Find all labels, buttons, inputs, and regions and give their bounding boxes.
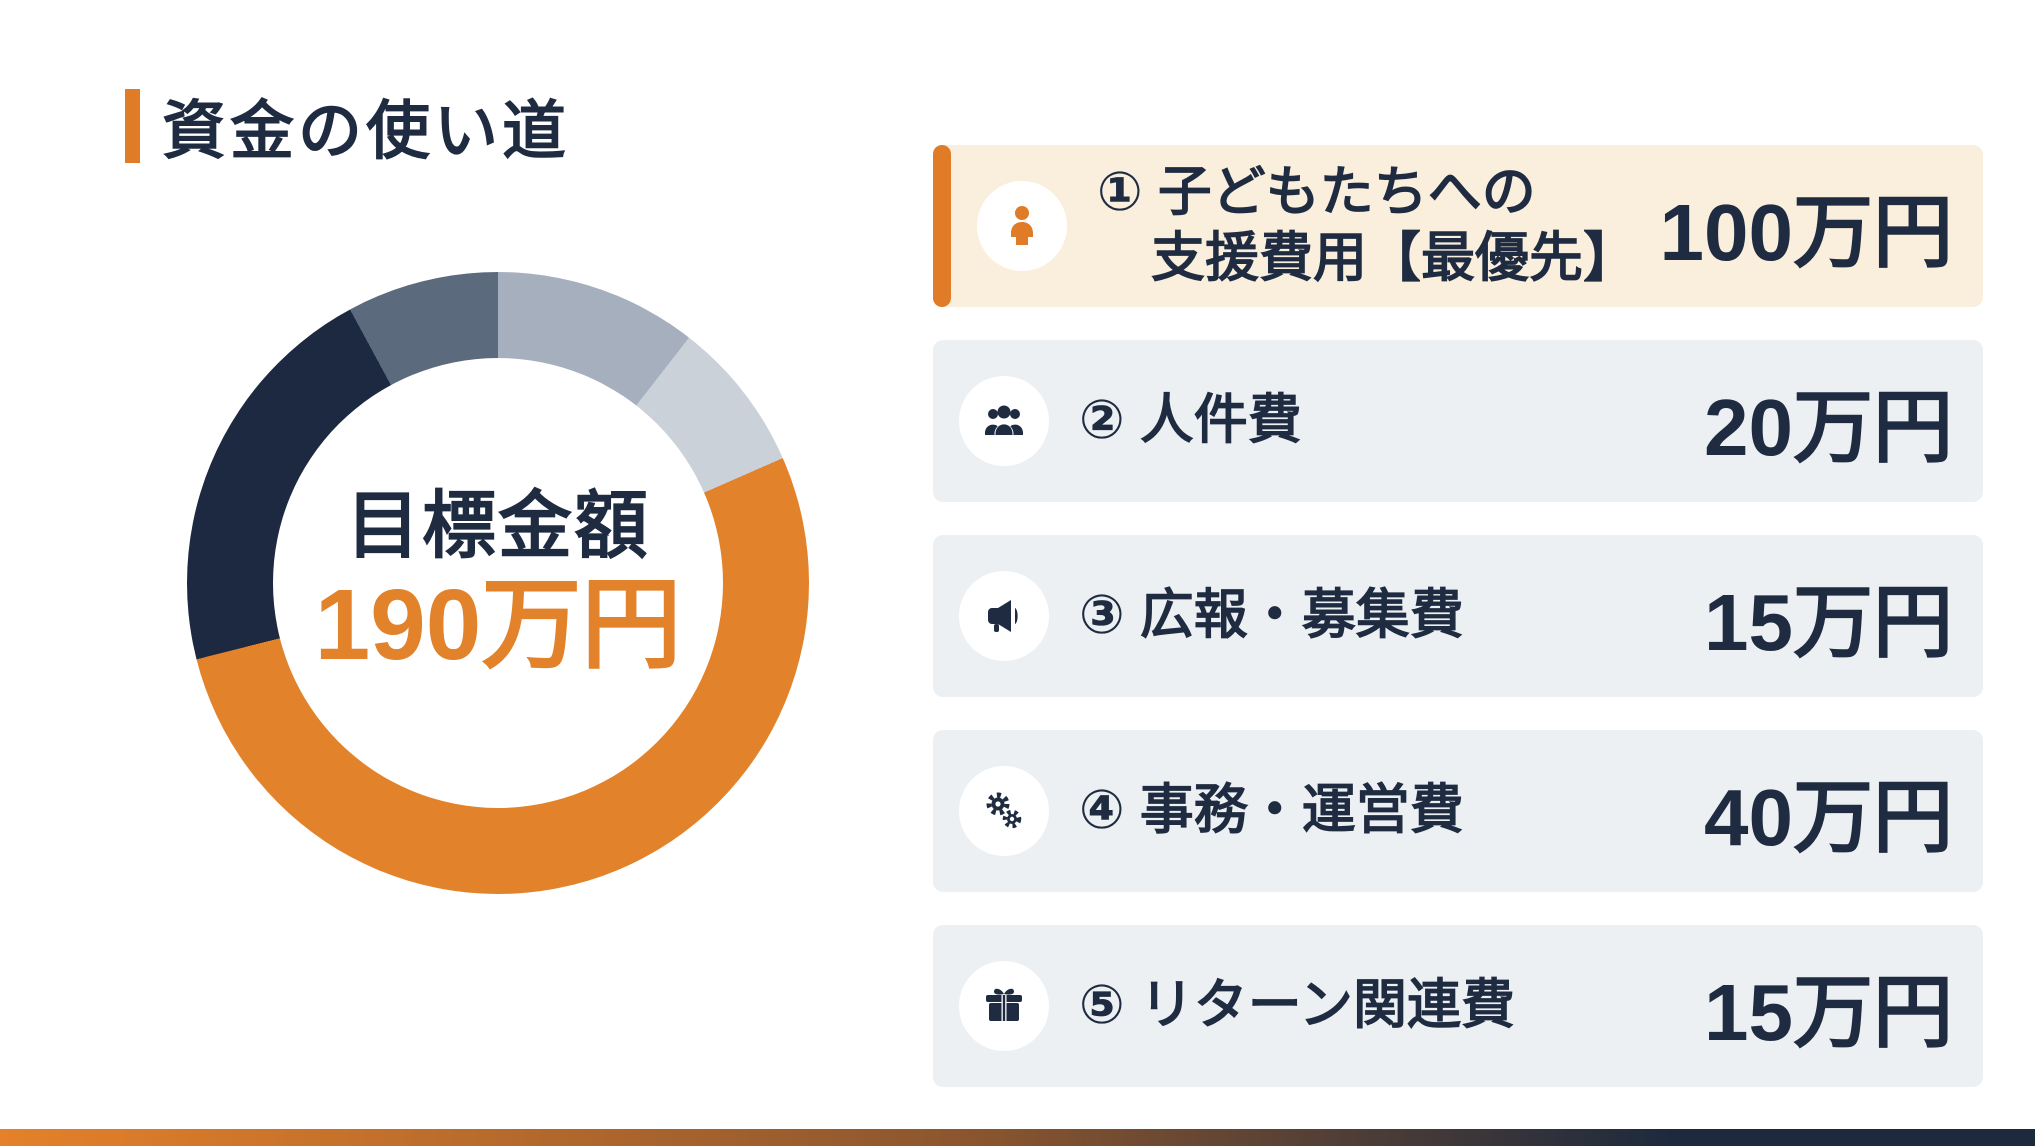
bottom-accent-bar bbox=[0, 1129, 2035, 1146]
icon-circle bbox=[959, 571, 1049, 661]
fund-item-label: ① 子どもたちへの 支援費用【最優先】 bbox=[1097, 162, 1637, 288]
fund-item-row: ② 人件費 20万円 bbox=[933, 340, 1983, 502]
gears-icon bbox=[986, 792, 1022, 829]
fund-item-label: ③ 広報・募集費 bbox=[1079, 585, 1464, 646]
fund-item-amount: 20万円 bbox=[1704, 383, 1953, 472]
icon-circle bbox=[959, 961, 1049, 1051]
fund-item-row: ① 子どもたちへの 支援費用【最優先】 100万円 bbox=[933, 145, 1983, 307]
icon-circle bbox=[977, 181, 1067, 271]
fund-item-amount: 40万円 bbox=[1704, 773, 1953, 862]
fund-item-label: ④ 事務・運営費 bbox=[1079, 780, 1464, 841]
page-title: 資金の使い道 bbox=[162, 95, 570, 167]
child-icon bbox=[1011, 206, 1033, 245]
fund-item-amount: 15万円 bbox=[1704, 578, 1953, 667]
fund-item-row: ④ 事務・運営費 40万円 bbox=[933, 730, 1983, 892]
donut-hole: 目標金額 190万円 bbox=[273, 358, 723, 808]
fund-item-label: ② 人件費 bbox=[1079, 390, 1302, 451]
goal-label: 目標金額 bbox=[346, 483, 650, 567]
donut-chart: 目標金額 190万円 bbox=[187, 272, 809, 894]
people-icon bbox=[985, 405, 1023, 435]
fund-item-amount: 100万円 bbox=[1659, 188, 1953, 277]
icon-circle bbox=[959, 766, 1049, 856]
fund-item-row: ③ 広報・募集費 15万円 bbox=[933, 535, 1983, 697]
fund-item-row: ⑤ リターン関連費 15万円 bbox=[933, 925, 1983, 1087]
goal-value: 190万円 bbox=[314, 569, 682, 682]
icon-circle bbox=[959, 376, 1049, 466]
gift-icon bbox=[986, 988, 1022, 1021]
fund-item-amount: 15万円 bbox=[1704, 968, 1953, 1057]
fund-items-list: ① 子どもたちへの 支援費用【最優先】 100万円 ② 人件費 20万円 ③ 広… bbox=[933, 145, 1983, 1120]
megaphone-icon bbox=[988, 600, 1018, 632]
title-accent-bar bbox=[125, 89, 140, 163]
page-header: 資金の使い道 bbox=[125, 80, 570, 172]
fund-item-label: ⑤ リターン関連費 bbox=[1079, 975, 1516, 1036]
